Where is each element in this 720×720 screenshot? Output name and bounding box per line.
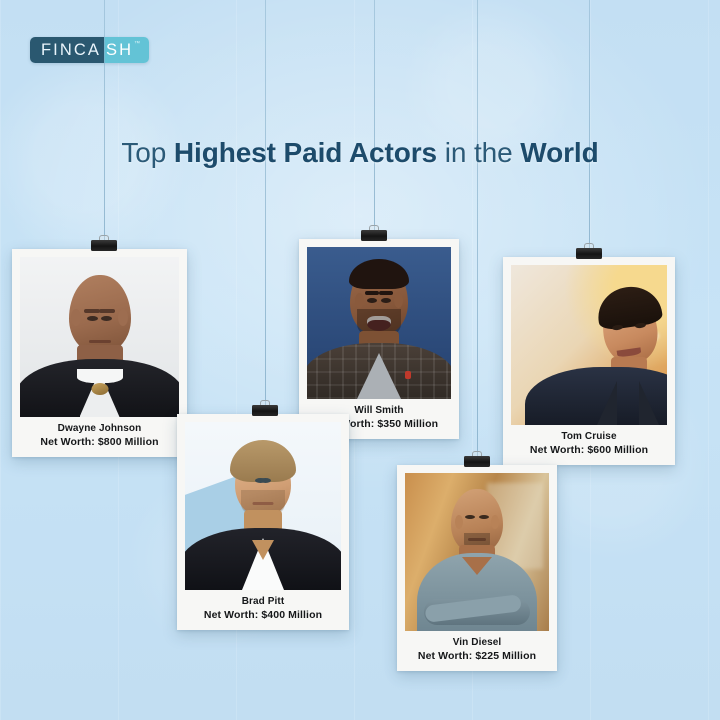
portrait-mouth [88,340,111,343]
actor-card-brad-pitt[interactable]: Brad Pitt Net Worth: $400 Million [177,414,349,630]
hanging-string-4 [477,0,478,459]
portrait-ear-right [491,515,499,529]
photo-vin-diesel [405,473,549,631]
portrait-eye-right [381,298,391,303]
caption-vin-diesel: Vin Diesel Net Worth: $225 Million [405,631,549,671]
portrait-figure [20,257,179,417]
photo-dwayne-johnson [20,257,179,417]
portrait-ear-right [118,309,128,326]
actor-net-worth: Net Worth: $225 Million [417,650,537,662]
clip-arm-icon [260,400,270,408]
trademark-icon: ™ [134,41,141,47]
portrait-figure [405,473,549,631]
portrait-ear-right [394,293,403,308]
portrait-mouth [252,502,274,505]
portrait-figure [307,247,451,399]
clip-body-icon [464,456,490,467]
portrait-ear-left [71,309,81,326]
clip-arm-icon [369,225,379,233]
portrait-eye-left [367,298,377,303]
actor-card-dwayne-johnson[interactable]: Dwayne Johnson Net Worth: $800 Million [12,249,187,457]
clip-vin-diesel [464,451,490,467]
photo-will-smith [307,247,451,399]
actor-net-worth: Net Worth: $800 Million [40,436,159,448]
clip-arm-icon [99,235,109,243]
hanging-string-3 [374,0,375,233]
portrait-eye-left [465,515,475,519]
clip-dwayne-johnson [91,235,117,251]
portrait-mouth [468,538,486,541]
portrait-lapel-pin [405,371,411,379]
actor-card-vin-diesel[interactable]: Vin Diesel Net Worth: $225 Million [397,465,557,671]
portrait-mouth [367,316,391,331]
portrait-ear-left [455,515,463,529]
actor-net-worth: Net Worth: $350 Million [319,418,439,430]
actor-name: Tom Cruise [561,431,617,442]
portrait-brow-left [365,291,379,295]
portrait-eye-right [260,478,271,483]
actor-name: Will Smith [354,405,404,416]
portrait-eye-right [101,316,112,321]
portrait-hair [349,259,409,289]
hanging-string-2 [265,0,266,408]
clip-brad-pitt [252,400,278,416]
portrait-hair [230,440,296,482]
caption-brad-pitt: Brad Pitt Net Worth: $400 Million [185,590,341,630]
title-part-3: in the [437,137,521,168]
clip-will-smith [361,225,387,241]
caption-tom-cruise: Tom Cruise Net Worth: $600 Million [511,425,667,465]
caption-will-smith: Will Smith Net Worth: $350 Million [307,399,451,439]
actor-card-will-smith[interactable]: Will Smith Net Worth: $350 Million [299,239,459,439]
clip-body-icon [576,248,602,259]
fincash-logo[interactable]: FINCA SH ™ [30,37,150,63]
portrait-collar [76,369,123,383]
caption-dwayne-johnson: Dwayne Johnson Net Worth: $800 Million [20,417,179,457]
photo-brad-pitt [185,422,341,590]
title-part-4: World [520,137,599,168]
page-title: Top Highest Paid Actors in the World [0,136,720,170]
clip-tom-cruise [576,243,602,259]
portrait-figure [511,265,667,425]
logo-text-light-label: SH [106,40,134,59]
actor-net-worth: Net Worth: $400 Million [203,609,323,621]
portrait-brow-right [379,291,393,295]
actor-name: Brad Pitt [241,596,285,607]
photo-tom-cruise [511,265,667,425]
clip-body-icon [91,240,117,251]
clip-body-icon [361,230,387,241]
actor-card-tom-cruise[interactable]: Tom Cruise Net Worth: $600 Million [503,257,675,465]
portrait-eye-left [87,316,98,321]
portrait-brow-right [99,309,115,313]
portrait-figure [185,422,341,590]
actor-net-worth: Net Worth: $600 Million [529,444,649,456]
clip-arm-icon [584,243,594,251]
hanging-string-5 [589,0,590,251]
portrait-pendant [91,383,108,395]
logo-text-light: SH ™ [104,37,150,63]
portrait-eye-right [479,515,489,519]
portrait-ear-left [355,293,364,308]
clip-arm-icon [472,451,482,459]
clip-body-icon [252,405,278,416]
title-part-1: Top [121,137,174,168]
actor-name: Dwayne Johnson [57,423,142,434]
hanging-string-1 [104,0,105,243]
title-part-2: Highest Paid Actors [173,137,438,168]
logo-text-dark: FINCA [30,37,104,63]
portrait-brow-left [84,309,100,313]
actor-name: Vin Diesel [452,637,502,648]
